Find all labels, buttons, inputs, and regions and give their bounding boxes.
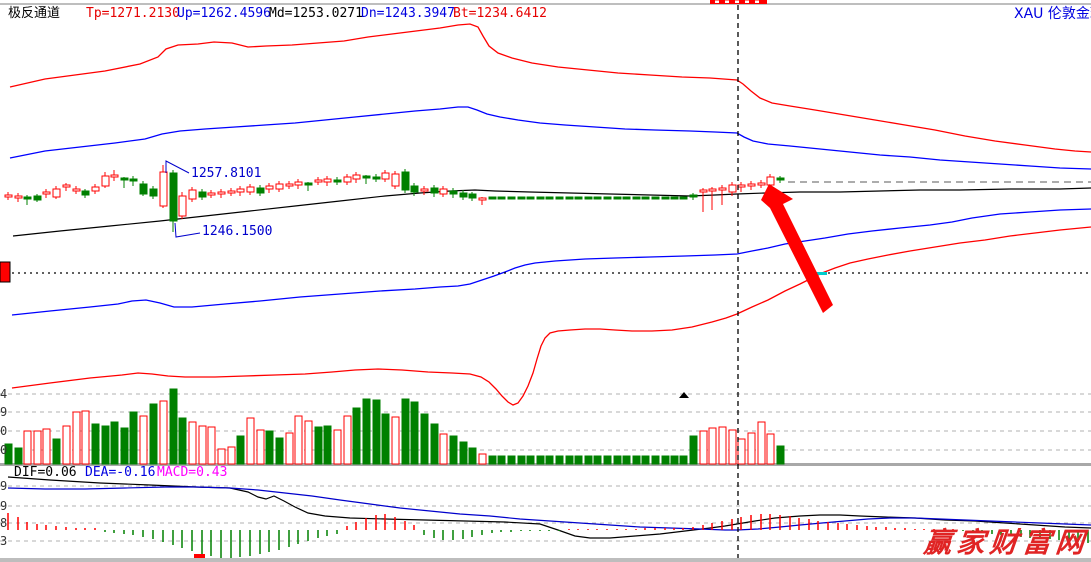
macd-value: MACD=0.43: [157, 465, 228, 480]
indicator-value-up: Up=1262.4596: [177, 6, 271, 21]
volume-axis-label: 0: [0, 443, 8, 457]
volume-axis-label: 4: [0, 387, 8, 401]
volume-axis-label: 9: [0, 405, 8, 419]
indicator-value-md: Md=1253.0271: [269, 6, 363, 21]
macd-axis-label: 9: [0, 479, 8, 493]
indicator-name: 极反通道: [8, 6, 61, 21]
volume-axis-label: 0: [0, 424, 8, 438]
indicator-value-dn: Dn=1243.3947: [361, 6, 455, 21]
macd-dea-value: DEA=-0.16: [85, 465, 156, 480]
annotation-swing-high: 1257.8101: [191, 166, 262, 181]
macd-axis-label: 9: [0, 499, 8, 513]
symbol-name: XAU 伦敦金现: [1014, 6, 1091, 22]
indicator-value-tp: Tp=1271.2130: [86, 6, 180, 21]
macd-dif-value: DIF=0.06: [14, 465, 77, 480]
indicator-value-bt: Bt=1234.6412: [453, 6, 547, 21]
macd-axis-label: 3: [0, 534, 8, 548]
site-watermark: 赢家财富网: [922, 526, 1091, 559]
annotation-swing-low: 1246.1500: [202, 224, 273, 239]
macd-axis-label: 8: [0, 516, 8, 530]
